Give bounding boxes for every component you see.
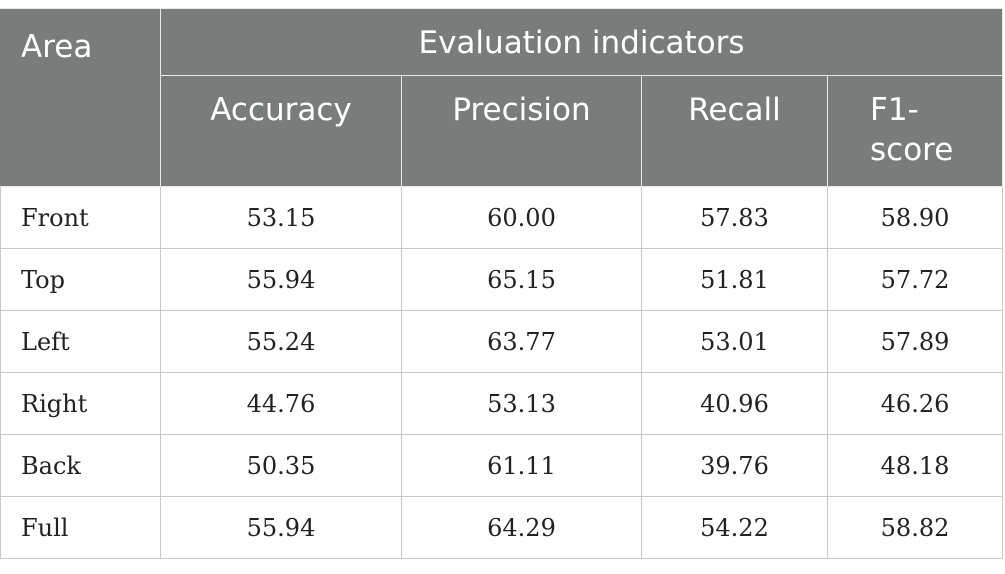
cell-f1-score: 57.89 (826, 310, 1004, 373)
header-f1-score: F1- score (826, 75, 1004, 187)
row-label: Front (0, 186, 161, 249)
header-row-metrics: Accuracy Precision Recall F1- score (1, 75, 1004, 187)
table-row-left: Left 55.24 63.77 53.01 57.89 (0, 310, 1004, 373)
cell-precision: 64.29 (401, 496, 642, 559)
cell-accuracy: 55.94 (160, 496, 402, 559)
table-header: Area Evaluation indicators Accuracy Prec… (0, 8, 1004, 187)
table-row-front: Front 53.15 60.00 57.83 58.90 (0, 186, 1004, 249)
row-label: Top (0, 248, 161, 311)
cell-accuracy: 53.15 (160, 186, 402, 249)
cell-precision: 63.77 (401, 310, 642, 373)
table-row-right: Right 44.76 53.13 40.96 46.26 (0, 372, 1004, 435)
cell-f1-score: 58.82 (826, 496, 1004, 559)
row-label: Back (0, 434, 161, 497)
cell-precision: 53.13 (401, 372, 642, 435)
cell-precision: 61.11 (401, 434, 642, 497)
cell-recall: 51.81 (641, 248, 828, 311)
evaluation-table: Area Evaluation indicators Accuracy Prec… (0, 8, 1004, 559)
cell-precision: 65.15 (401, 248, 642, 311)
header-precision: Precision (401, 75, 642, 187)
row-label: Left (0, 310, 161, 373)
cell-f1-score: 48.18 (826, 434, 1004, 497)
cell-recall: 54.22 (641, 496, 828, 559)
cell-accuracy: 50.35 (160, 434, 402, 497)
header-accuracy: Accuracy (160, 75, 402, 187)
cell-accuracy: 55.94 (160, 248, 402, 311)
cell-recall: 53.01 (641, 310, 828, 373)
table-row-top: Top 55.94 65.15 51.81 57.72 (0, 248, 1004, 311)
header-evaluation-indicators: Evaluation indicators (159, 8, 1004, 76)
cell-f1-score: 57.72 (826, 248, 1004, 311)
cell-f1-score: 46.26 (826, 372, 1004, 435)
header-row-group: Area Evaluation indicators (0, 8, 1004, 187)
table-row-full: Full 55.94 64.29 54.22 58.82 (0, 496, 1004, 559)
table-body: Front 53.15 60.00 57.83 58.90 Top 55.94 … (0, 186, 1004, 559)
cell-recall: 39.76 (641, 434, 828, 497)
cell-precision: 60.00 (401, 186, 642, 249)
cell-accuracy: 44.76 (160, 372, 402, 435)
cell-accuracy: 55.24 (160, 310, 402, 373)
cell-f1-score: 58.90 (826, 186, 1004, 249)
row-label: Full (0, 496, 161, 559)
cell-recall: 40.96 (641, 372, 828, 435)
header-area: Area (0, 8, 161, 187)
header-recall: Recall (641, 75, 828, 187)
row-label: Right (0, 372, 161, 435)
cell-recall: 57.83 (641, 186, 828, 249)
table-row-back: Back 50.35 61.11 39.76 48.18 (0, 434, 1004, 497)
